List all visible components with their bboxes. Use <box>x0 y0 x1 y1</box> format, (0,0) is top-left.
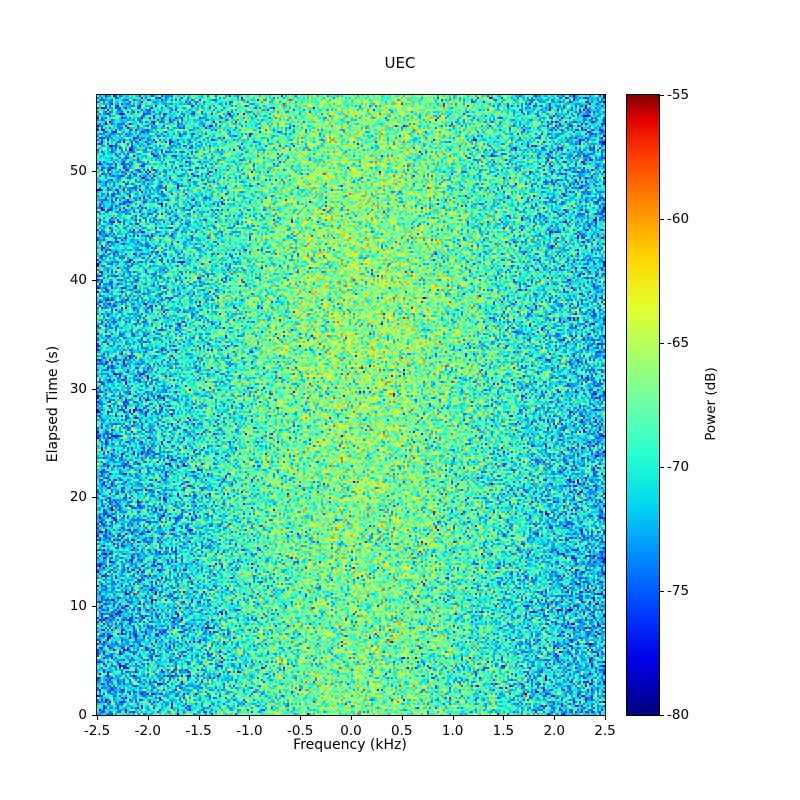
x-tick-label: -2.0 <box>134 723 161 739</box>
colorbar-tick-mark <box>660 591 664 592</box>
y-tick-mark <box>92 388 96 390</box>
x-tick-mark <box>452 716 454 720</box>
colorbar-tick-mark <box>660 219 664 220</box>
spectrogram-plot-area <box>96 94 606 716</box>
x-tick-mark <box>351 716 352 720</box>
y-tick-mark <box>92 715 96 716</box>
title-station: UEC <box>384 54 416 72</box>
x-tick-mark <box>605 716 606 720</box>
y-tick-label: 10 <box>69 598 87 615</box>
colorbar-tick-label: -65 <box>667 335 690 351</box>
y-tick-label: 50 <box>69 163 87 180</box>
x-axis-label: Frequency (kHz) <box>293 737 407 753</box>
colorbar-tick-mark <box>660 467 664 468</box>
colorbar-tick-mark <box>660 715 664 716</box>
x-tick-mark <box>554 716 556 720</box>
y-tick-label: 40 <box>69 271 87 288</box>
x-tick-mark <box>300 716 302 720</box>
x-tick-label: 2.5 <box>594 723 616 739</box>
spectrogram-image <box>97 95 605 715</box>
y-tick-mark <box>92 171 96 173</box>
y-tick-label: 30 <box>69 380 87 397</box>
colorbar-tick-mark <box>660 343 664 344</box>
colorbar-tick-label: -75 <box>667 583 690 599</box>
x-tick-mark <box>97 716 98 720</box>
x-tick-label: -1.0 <box>236 723 263 739</box>
y-tick-mark <box>92 606 96 608</box>
x-tick-mark <box>503 716 505 720</box>
y-tick-mark <box>92 497 96 499</box>
y-axis-label: Elapsed Time (s) <box>45 345 61 463</box>
x-tick-label: 1.0 <box>441 723 464 739</box>
power-colorbar <box>626 94 660 716</box>
y-tick-label: 20 <box>69 489 87 506</box>
x-tick-label: 0.0 <box>340 723 362 739</box>
colorbar-tick-label: -80 <box>667 707 690 723</box>
x-tick-mark <box>198 716 200 720</box>
x-tick-label: -0.5 <box>287 723 314 739</box>
colorbar-tick-label: -60 <box>667 211 690 227</box>
x-tick-label: 2.0 <box>543 723 565 739</box>
x-tick-label: -1.5 <box>185 723 212 739</box>
x-tick-label: 0.5 <box>391 723 413 739</box>
x-tick-label: 1.5 <box>492 723 515 739</box>
y-tick-mark <box>92 279 96 281</box>
colorbar-label: Power (dB) <box>703 367 719 441</box>
colorbar-tick-mark <box>660 95 664 96</box>
x-tick-mark <box>249 716 251 720</box>
x-tick-mark <box>401 716 403 720</box>
colorbar-tick-label: -70 <box>667 459 690 475</box>
x-tick-label: -2.5 <box>83 723 111 739</box>
x-tick-mark <box>147 716 149 720</box>
colorbar-tick-label: -55 <box>667 87 690 103</box>
y-tick-label: 0 <box>78 707 87 723</box>
